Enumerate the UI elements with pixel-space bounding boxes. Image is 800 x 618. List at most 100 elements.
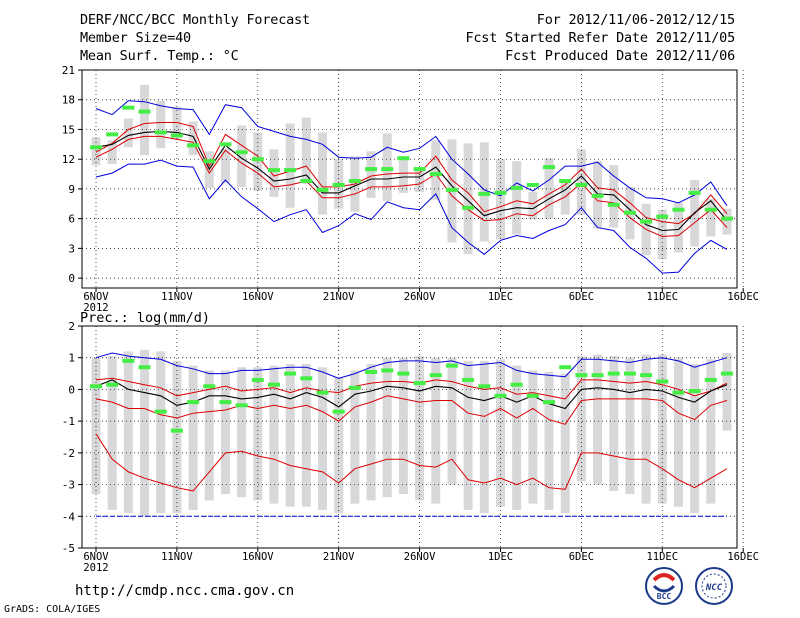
temp-median-marker bbox=[381, 167, 394, 172]
temp-ytick-label: 6 bbox=[68, 213, 75, 226]
temp-median-marker bbox=[397, 156, 410, 161]
prec-median-marker bbox=[138, 365, 151, 370]
temp-ytick-label: 15 bbox=[62, 123, 75, 136]
temp-range-bar bbox=[609, 165, 619, 228]
temp-median-marker bbox=[332, 182, 345, 187]
temp-ytick-label: 18 bbox=[62, 94, 75, 107]
prec-median-marker bbox=[543, 400, 556, 405]
forecast-produced: Fcst Produced Date 2012/11/06 bbox=[505, 48, 735, 64]
temp-range-bar bbox=[495, 159, 505, 240]
prec-median-marker bbox=[640, 373, 653, 378]
temp-median-marker bbox=[106, 132, 119, 137]
temp-range-bar bbox=[415, 168, 425, 192]
bcc-logo-text: BCC bbox=[657, 592, 672, 601]
prec-range-bar bbox=[269, 365, 279, 504]
temp-median-marker bbox=[607, 202, 620, 207]
prec-xtick-label: 21NOV bbox=[323, 551, 355, 563]
prec-median-marker bbox=[267, 382, 280, 387]
temp-median-marker bbox=[462, 205, 475, 210]
prec-xtick-label: 6NOV bbox=[83, 551, 109, 563]
prec-median-marker bbox=[688, 389, 701, 394]
temp-range-bar bbox=[269, 149, 279, 197]
temp-median-marker bbox=[203, 159, 216, 164]
temp-range-bar bbox=[576, 149, 586, 215]
chart-title: DERF/NCC/BCC Monthly Forecast bbox=[80, 12, 310, 28]
temp-median-marker bbox=[170, 133, 183, 138]
temp-range-bar bbox=[285, 123, 295, 208]
prec-median-marker bbox=[154, 409, 167, 414]
temp-range-bar bbox=[512, 161, 522, 235]
temp-range-bar bbox=[188, 121, 198, 156]
temp-xtick-label: 6DEC bbox=[569, 291, 594, 303]
prec-series-upper bbox=[95, 377, 728, 400]
prec-xtick-label: 11NOV bbox=[161, 551, 193, 563]
prec-range-bar bbox=[415, 356, 425, 501]
prec-median-marker bbox=[235, 403, 248, 408]
prec-range-bar bbox=[123, 351, 133, 514]
prec-ytick-label: -3 bbox=[62, 479, 75, 492]
temp-series-max bbox=[95, 100, 728, 207]
temp-median-marker bbox=[543, 165, 556, 170]
temp-year-label: 2012 bbox=[83, 302, 108, 314]
prec-median-marker bbox=[348, 385, 361, 390]
prec-xtick-label: 6DEC bbox=[569, 551, 594, 563]
temp-median-marker bbox=[90, 145, 102, 150]
temp-median-marker bbox=[122, 105, 135, 110]
prec-median-marker bbox=[397, 371, 410, 376]
prec-range-bar bbox=[156, 351, 166, 514]
temp-median-marker bbox=[154, 130, 167, 135]
prec-range-bar bbox=[237, 367, 247, 498]
prec-range-bar bbox=[366, 364, 376, 501]
prec-median-marker bbox=[90, 384, 102, 389]
temp-range-bar bbox=[253, 132, 263, 191]
prec-series-min bbox=[95, 433, 728, 492]
prec-median-marker bbox=[478, 384, 491, 389]
prec-range-bar bbox=[220, 370, 230, 495]
prec-median-marker bbox=[494, 393, 507, 398]
temp-median-marker bbox=[187, 143, 200, 148]
prec-median-marker bbox=[607, 371, 620, 376]
temp-panel: 0 3 6 9 12 15 18 21 6NOV 11NOV 16NOV 21NOV 26NOV 1DEC… bbox=[62, 64, 759, 314]
prec-range-bar bbox=[301, 364, 311, 507]
temp-range-bar bbox=[544, 158, 554, 219]
temp-range-bar bbox=[123, 118, 133, 148]
temp-ytick-label: 0 bbox=[68, 272, 75, 285]
prec-ytick-label: 0 bbox=[68, 383, 75, 396]
prec-range-bar bbox=[140, 349, 150, 517]
prec-median-marker bbox=[251, 377, 264, 382]
logos: BCC NCC bbox=[645, 567, 733, 605]
footer-url[interactable]: http://cmdp.ncc.cma.gov.cn bbox=[75, 583, 295, 599]
temp-plot-frame bbox=[81, 69, 738, 289]
prec-range-bar bbox=[641, 354, 651, 504]
temp-median-marker bbox=[575, 182, 588, 187]
temp-median-marker bbox=[494, 190, 507, 195]
prec-ytick-label: -1 bbox=[62, 415, 75, 428]
temp-range-bar bbox=[722, 208, 732, 235]
prec-series-lower bbox=[95, 395, 728, 425]
temp-range-bar bbox=[398, 158, 408, 193]
prec-median-marker bbox=[704, 377, 717, 382]
temp-range-bar bbox=[318, 132, 328, 215]
prec-median-marker bbox=[462, 377, 475, 382]
prec-xtick-label: 16DEC bbox=[727, 551, 759, 563]
forecast-period: For 2012/11/06-2012/12/15 bbox=[536, 12, 735, 28]
temp-series-min bbox=[95, 159, 728, 274]
temp-xtick-label: 26NOV bbox=[404, 291, 436, 303]
prec-range-bar bbox=[334, 376, 344, 514]
temp-median-marker bbox=[413, 167, 426, 172]
prec-range-bar bbox=[398, 357, 408, 495]
prec-range-bar bbox=[495, 359, 505, 507]
temp-median-marker bbox=[445, 187, 458, 192]
prec-ytick-label: 2 bbox=[68, 320, 75, 333]
temp-xtick-label: 11DEC bbox=[646, 291, 678, 303]
prec-range-bar bbox=[722, 352, 732, 431]
forecast-started: Fcst Started Refer Date 2012/11/05 bbox=[465, 30, 735, 46]
prec-median-marker bbox=[526, 393, 539, 398]
temp-median-marker bbox=[235, 150, 248, 155]
prec-median-marker bbox=[332, 409, 345, 414]
temp-median-marker bbox=[316, 187, 329, 192]
prec-panel-title: Prec.: log(mm/d) bbox=[80, 310, 210, 326]
temp-median-marker bbox=[559, 178, 572, 183]
temp-median-marker bbox=[526, 182, 539, 187]
